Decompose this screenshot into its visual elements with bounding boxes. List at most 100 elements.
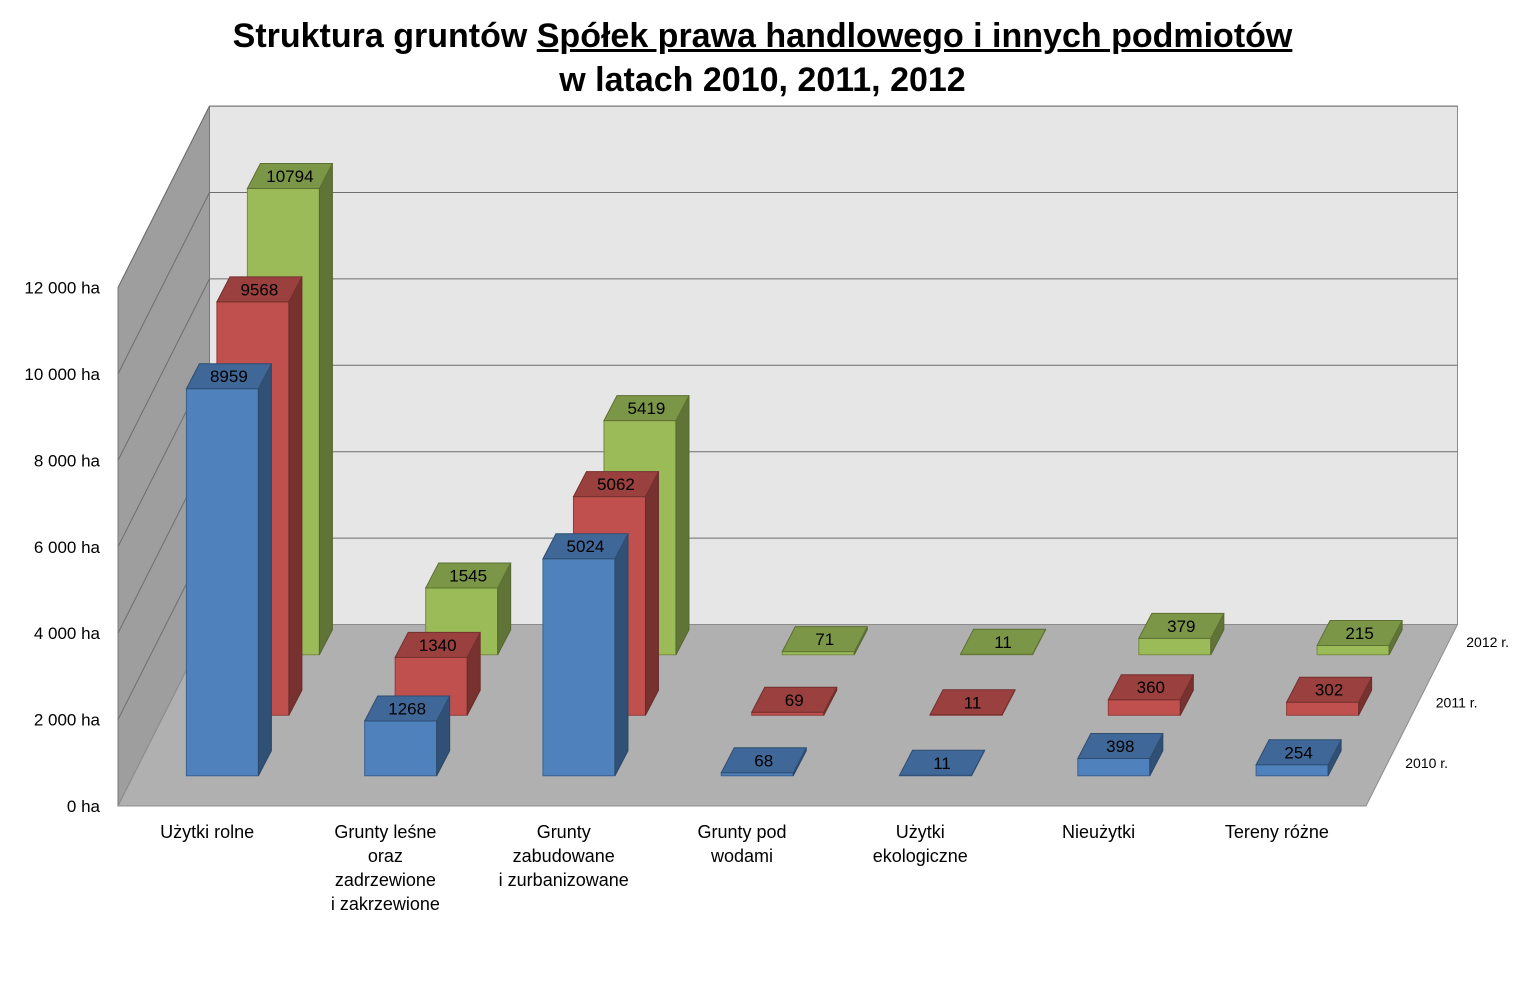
category-label-line: Użytki [896,822,945,842]
data-label: 5419 [628,399,666,418]
category-label-line: zabudowane [513,846,615,866]
category-label-line: oraz [368,846,403,866]
bars: 10794 1545 5419 71 11 379 215 9568 1340 5062 69 11 3… [185,162,1403,777]
bar-top [363,695,451,722]
data-label: 379 [1167,617,1195,636]
y-tick-label: 4 000 ha [34,624,101,643]
category-label: Tereny różne [1225,822,1329,842]
bar-front [1316,644,1390,656]
bar-side [318,163,333,655]
data-label: 5062 [597,475,635,494]
bar-front [1107,699,1181,716]
category-label-line: Tereny różne [1225,822,1329,842]
data-label: 68 [754,751,773,770]
data-label: 8959 [210,367,248,386]
data-label: 11 [964,693,982,712]
bar-side [257,363,272,776]
category-label-line: Grunty leśne [334,822,436,842]
category-label-line: ekologiczne [873,846,968,866]
bar-front [1255,764,1329,777]
bar-top [216,276,303,303]
side-gridline [117,278,210,461]
side-gridline [117,105,210,288]
data-label: 71 [815,630,834,649]
chart-title-line2: w latach 2010, 2011, 2012 [559,61,966,99]
category-label-line: Nieużytki [1062,822,1135,842]
series-2010-r: 8959 1268 5024 68 11 398 254 [185,363,1342,777]
series-depth-label: 2011 r. [1436,694,1478,710]
data-label: 11 [994,633,1012,652]
bar-side [288,276,303,716]
bar-top [572,471,660,498]
category-label: Użytki rolne [160,822,254,842]
chart-title: Struktura gruntów Spółek prawa handloweg… [0,14,1525,102]
bar-top [898,749,986,776]
bar-front [185,388,259,777]
data-label: 10794 [266,167,313,186]
category-label: Grunty pod wodami [697,822,786,866]
bar-front [1286,701,1360,716]
data-label: 302 [1315,681,1343,700]
y-tick-label: 2 000 ha [34,711,101,730]
data-label: 360 [1137,678,1165,697]
bar-top [1137,612,1225,639]
bar-top [959,628,1047,655]
bar-top [603,395,690,422]
category-label-line: wodami [710,846,773,866]
bar-front [542,558,616,777]
bar-top [246,162,334,189]
bar-front [1077,758,1151,777]
data-label: 254 [1284,743,1312,762]
bar-top [1255,739,1342,766]
bar-top [394,631,482,658]
y-tick-label: 8 000 ha [34,451,101,470]
bar-top [750,686,838,713]
bar-top [781,626,869,653]
series-depth-label: 2012 r. [1466,634,1509,650]
bar-top [1107,674,1195,701]
category-label: Grunty leśne oraz zadrzewione i zakrzewione [331,822,440,914]
category-label: Grunty zabudowane i zurbanizowane [499,822,629,890]
y-tick-label: 10 000 ha [24,365,100,384]
bar-top [929,689,1016,716]
bar-top [1316,619,1403,646]
data-label: 398 [1106,737,1134,756]
category-label-line: Grunty [537,822,591,842]
bar-side [675,395,690,655]
y-tick-label: 12 000 ha [24,279,100,298]
series-depth-label: 2010 r. [1405,755,1448,771]
data-label: 69 [785,691,804,710]
bar-front [364,720,438,777]
bar-front [1138,637,1212,656]
data-label: 1268 [388,699,426,718]
category-label-line: i zakrzewione [331,894,440,914]
y-tick-label: 6 000 ha [34,538,101,557]
data-label: 11 [933,754,951,773]
bar-top [720,747,808,774]
category-label-line: Grunty pod [697,822,786,842]
bar-side [614,533,629,776]
bar-side [644,471,659,716]
data-label: 5024 [567,537,605,556]
chart-title-line1: Struktura gruntów Spółek prawa handloweg… [0,14,1525,58]
bar-top [542,533,629,560]
series-depth-labels: 2010 r. 2011 r. 2012 r. [1405,634,1509,771]
bar-top [424,562,512,589]
data-label: 9568 [240,280,278,299]
gridlines [117,105,1458,720]
data-label: 1545 [449,567,487,586]
y-tick-label: 0 ha [67,797,101,816]
category-label-line: zadrzewione [335,870,436,890]
category-labels: Użytki rolne Grunty leśne oraz zadrzewione i… [160,822,1329,914]
chart-title-underlined: Spółek prawa handlowego i innych podmiot… [536,17,1293,55]
side-gridline [117,192,210,375]
data-label: 1340 [419,636,457,655]
category-label: Nieużytki [1062,822,1135,842]
data-label: 215 [1345,624,1373,643]
category-label-line: Użytki rolne [160,822,254,842]
category-label-line: i zurbanizowane [499,870,629,890]
bar-top [1076,733,1164,760]
bar-top [185,363,273,390]
chart-title-plain: Struktura gruntów [232,17,537,55]
